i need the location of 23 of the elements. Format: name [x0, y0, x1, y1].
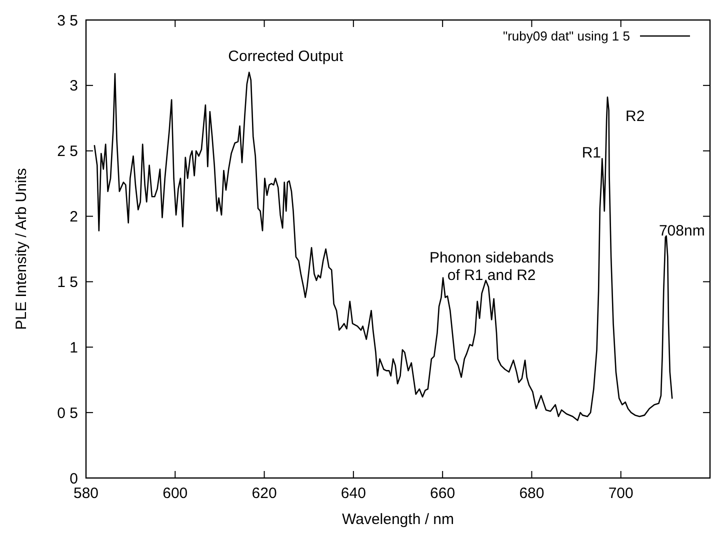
y-tick-label: 2	[70, 208, 78, 226]
x-tick-label: 660	[430, 485, 456, 502]
x-tick-label: 640	[340, 485, 366, 502]
x-axis-title: Wavelength / nm	[342, 511, 454, 528]
y-tick-label: 2 5	[57, 143, 78, 160]
legend-label: "ruby09 dat" using 1 5	[502, 28, 630, 44]
y-tick-label: 1	[70, 339, 78, 356]
y-tick-label: 0 5	[57, 404, 78, 422]
x-tick-label: 600	[162, 485, 188, 502]
annotation: 708nm	[658, 222, 705, 240]
annotation: R1	[582, 144, 602, 162]
x-tick-label: 700	[608, 485, 634, 502]
y-tick-label: 0	[70, 470, 78, 488]
x-tick-label: 620	[252, 485, 277, 502]
annotation: Phonon sidebands of R1 and R2	[429, 250, 554, 284]
annotation: R2	[626, 108, 645, 125]
y-tick-label: 3 5	[57, 12, 78, 30]
y-axis-title: PLE Intensity / Arb Units	[13, 168, 30, 330]
annotation: Corrected Output	[228, 48, 344, 66]
x-tick-label: 680	[519, 485, 544, 502]
y-tick-label: 1 5	[57, 274, 78, 291]
x-tick-label: 580	[73, 485, 99, 502]
y-tick-label: 3	[70, 78, 78, 95]
